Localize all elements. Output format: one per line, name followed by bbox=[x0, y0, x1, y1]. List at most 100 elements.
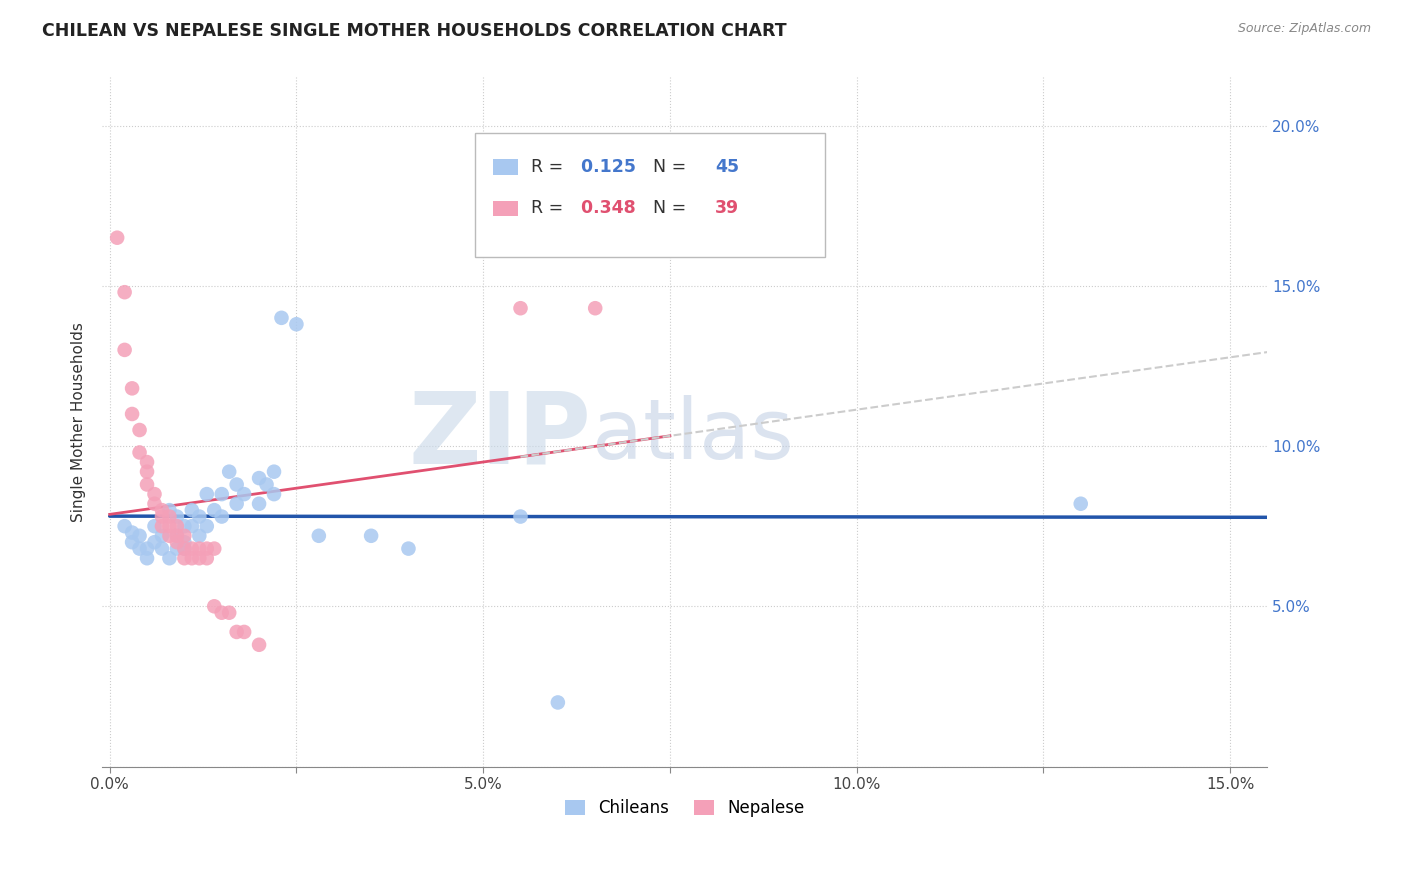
Text: atlas: atlas bbox=[592, 395, 793, 476]
Point bbox=[121, 535, 143, 549]
Point bbox=[150, 509, 173, 524]
Point bbox=[180, 503, 202, 517]
Point bbox=[159, 551, 181, 566]
Legend: Chileans, Nepalese: Chileans, Nepalese bbox=[558, 792, 811, 823]
Text: 39: 39 bbox=[716, 200, 740, 218]
Point bbox=[360, 529, 382, 543]
Point bbox=[114, 519, 136, 533]
Point bbox=[105, 230, 128, 244]
Point bbox=[218, 606, 240, 620]
Text: CHILEAN VS NEPALESE SINGLE MOTHER HOUSEHOLDS CORRELATION CHART: CHILEAN VS NEPALESE SINGLE MOTHER HOUSEH… bbox=[42, 22, 787, 40]
Text: R =: R = bbox=[531, 200, 569, 218]
Point bbox=[173, 551, 195, 566]
Point bbox=[121, 525, 143, 540]
Point bbox=[114, 285, 136, 300]
Point bbox=[195, 541, 218, 556]
Point bbox=[136, 551, 159, 566]
Point bbox=[173, 541, 195, 556]
Point bbox=[150, 519, 173, 533]
Point bbox=[285, 318, 308, 332]
Point bbox=[180, 551, 202, 566]
Point bbox=[150, 529, 173, 543]
Point bbox=[202, 541, 225, 556]
Point bbox=[166, 529, 188, 543]
FancyBboxPatch shape bbox=[492, 201, 519, 216]
Point bbox=[173, 541, 195, 556]
Point bbox=[166, 519, 188, 533]
Point bbox=[218, 465, 240, 479]
Point bbox=[233, 487, 256, 501]
Point bbox=[159, 503, 181, 517]
Point bbox=[159, 519, 181, 533]
Point bbox=[1070, 497, 1092, 511]
Text: N =: N = bbox=[641, 158, 692, 176]
Point bbox=[583, 301, 606, 316]
Point bbox=[143, 497, 166, 511]
Text: 0.125: 0.125 bbox=[575, 158, 637, 176]
Point bbox=[509, 509, 531, 524]
Point bbox=[263, 465, 285, 479]
Point bbox=[159, 509, 181, 524]
Y-axis label: Single Mother Households: Single Mother Households bbox=[72, 322, 86, 522]
Point bbox=[136, 455, 159, 469]
Text: ZIP: ZIP bbox=[409, 387, 592, 484]
Point bbox=[225, 497, 247, 511]
Point bbox=[188, 541, 211, 556]
Point bbox=[308, 529, 330, 543]
Point bbox=[247, 497, 270, 511]
Point bbox=[136, 465, 159, 479]
Point bbox=[150, 503, 173, 517]
Point bbox=[233, 624, 256, 639]
Point bbox=[188, 509, 211, 524]
Point bbox=[188, 529, 211, 543]
Point bbox=[143, 487, 166, 501]
Point bbox=[143, 519, 166, 533]
Point bbox=[173, 529, 195, 543]
Point bbox=[136, 541, 159, 556]
Point bbox=[398, 541, 420, 556]
Point bbox=[225, 477, 247, 491]
Point bbox=[195, 551, 218, 566]
Point bbox=[256, 477, 278, 491]
Point bbox=[195, 487, 218, 501]
Point bbox=[128, 541, 150, 556]
Point bbox=[173, 535, 195, 549]
Point bbox=[128, 445, 150, 459]
Text: N =: N = bbox=[641, 200, 692, 218]
Point bbox=[166, 535, 188, 549]
Point bbox=[180, 519, 202, 533]
Point bbox=[150, 541, 173, 556]
Text: R =: R = bbox=[531, 158, 569, 176]
Point bbox=[202, 599, 225, 614]
Point bbox=[114, 343, 136, 357]
Point bbox=[509, 301, 531, 316]
Point bbox=[128, 423, 150, 437]
Point bbox=[211, 606, 233, 620]
Point bbox=[173, 519, 195, 533]
Point bbox=[143, 535, 166, 549]
Point bbox=[166, 529, 188, 543]
Point bbox=[270, 310, 292, 325]
Point bbox=[136, 477, 159, 491]
Text: 45: 45 bbox=[716, 158, 740, 176]
Point bbox=[188, 551, 211, 566]
Point bbox=[247, 638, 270, 652]
Point bbox=[225, 624, 247, 639]
Point bbox=[121, 407, 143, 421]
Point bbox=[547, 696, 569, 710]
Point bbox=[166, 509, 188, 524]
Text: 0.348: 0.348 bbox=[575, 200, 636, 218]
Point bbox=[263, 487, 285, 501]
Point bbox=[211, 509, 233, 524]
Point bbox=[128, 529, 150, 543]
Point bbox=[121, 381, 143, 395]
Point bbox=[180, 541, 202, 556]
Point bbox=[159, 529, 181, 543]
FancyBboxPatch shape bbox=[492, 160, 519, 175]
Point bbox=[166, 541, 188, 556]
Point bbox=[247, 471, 270, 485]
Point bbox=[195, 519, 218, 533]
Text: Source: ZipAtlas.com: Source: ZipAtlas.com bbox=[1237, 22, 1371, 36]
Point bbox=[211, 487, 233, 501]
FancyBboxPatch shape bbox=[475, 133, 825, 257]
